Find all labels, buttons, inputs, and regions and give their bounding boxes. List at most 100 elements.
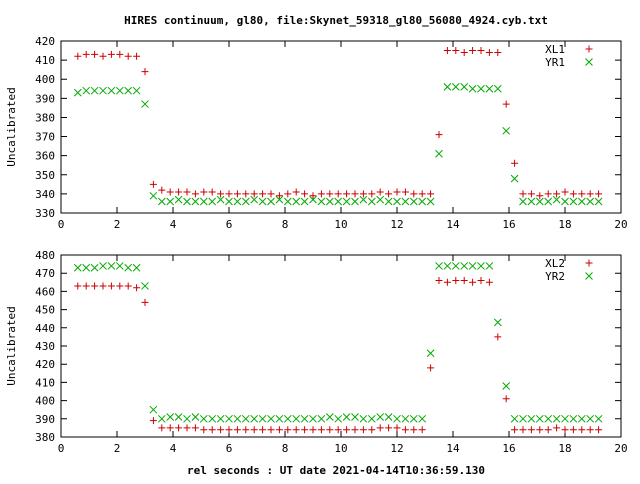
data-point-xl1 — [544, 190, 552, 198]
data-point-yr1 — [561, 197, 569, 206]
chart-title: HIRES continuum, gl80, file:Skynet_59318… — [124, 14, 548, 27]
data-point-xl2 — [561, 426, 569, 434]
y-tick-label: 400 — [35, 73, 55, 86]
data-point-xl1 — [511, 159, 519, 167]
data-point-yr2 — [300, 414, 309, 423]
data-point-xl2 — [452, 276, 460, 284]
data-point-xl1 — [477, 47, 485, 55]
x-tick-label: 6 — [226, 218, 233, 231]
data-point-xl2 — [317, 426, 325, 434]
data-point-yr1 — [393, 197, 401, 206]
data-point-xl1 — [99, 52, 107, 60]
data-point-xl2 — [511, 426, 519, 434]
data-point-yr2 — [275, 414, 284, 423]
data-point-yr1 — [519, 197, 527, 206]
data-point-xl1 — [267, 190, 275, 198]
data-point-yr2 — [502, 382, 511, 390]
data-point-yr2 — [208, 414, 217, 423]
data-point-xl2 — [124, 282, 132, 290]
data-point-xl2 — [166, 424, 174, 432]
data-point-xl2 — [418, 426, 426, 434]
data-point-xl2 — [74, 282, 82, 290]
data-point-xl1 — [561, 188, 569, 196]
data-point-xl2 — [334, 426, 342, 434]
data-point-xl2 — [368, 426, 376, 434]
plot-frame — [60, 254, 622, 438]
data-point-xl2 — [536, 426, 544, 434]
data-point-yr2 — [527, 414, 536, 423]
data-point-xl1 — [469, 47, 477, 55]
data-point-yr1 — [233, 197, 242, 206]
x-tick-label: 16 — [502, 442, 515, 455]
data-point-yr1 — [384, 197, 393, 206]
data-point-yr2 — [99, 262, 107, 270]
data-point-xl1 — [343, 190, 351, 198]
x-tick-label: 6 — [226, 442, 233, 455]
data-point-yr1 — [544, 197, 553, 206]
data-point-yr2 — [460, 262, 469, 270]
data-point-xl1 — [376, 188, 384, 196]
data-point-yr2 — [283, 414, 292, 423]
x-tick-label: 2 — [114, 442, 121, 455]
y-tick-label: 440 — [35, 322, 55, 335]
data-point-yr1 — [443, 83, 452, 91]
data-point-xl1 — [149, 180, 157, 188]
data-point-xl1 — [359, 190, 367, 198]
data-point-xl2 — [443, 278, 451, 286]
data-point-yr2 — [292, 414, 301, 423]
data-point-yr1 — [351, 197, 359, 206]
y-tick-label: 400 — [35, 395, 55, 408]
data-point-yr2 — [594, 414, 603, 423]
data-point-xl1 — [275, 192, 283, 200]
data-point-yr1 — [149, 191, 158, 200]
data-point-yr1 — [477, 84, 485, 93]
data-point-yr1 — [90, 86, 99, 95]
data-point-yr1 — [283, 197, 292, 206]
data-point-xl1 — [385, 190, 393, 198]
data-point-yr2 — [191, 413, 200, 421]
data-point-yr2 — [561, 414, 569, 423]
data-point-yr1 — [309, 195, 317, 204]
y-tick-label: 360 — [35, 150, 55, 163]
data-point-yr2 — [485, 262, 494, 270]
data-point-yr1 — [502, 126, 511, 135]
data-point-yr1 — [552, 195, 561, 204]
data-point-yr1 — [325, 197, 334, 206]
data-point-xl2 — [191, 424, 199, 432]
y-tick-label: 470 — [35, 267, 55, 280]
y-tick-label: 390 — [35, 92, 55, 105]
data-point-yr1 — [485, 84, 494, 93]
y-tick-label: 330 — [35, 207, 55, 220]
data-point-xl1 — [107, 50, 115, 58]
data-point-xl1 — [595, 190, 603, 198]
x-tick-label: 20 — [614, 218, 627, 231]
y-tick-label: 390 — [35, 413, 55, 426]
data-point-yr2 — [359, 414, 368, 423]
data-point-yr1 — [174, 195, 183, 204]
data-point-yr1 — [183, 197, 191, 206]
data-point-xl1 — [141, 68, 149, 76]
data-point-yr1 — [409, 197, 418, 206]
data-point-xl2 — [595, 426, 603, 434]
data-point-xl1 — [553, 190, 561, 198]
data-point-yr2 — [166, 413, 175, 421]
data-point-yr1 — [267, 197, 275, 206]
panel-2: 380 390 400 410 420 430 440 450 460 470 480 0 2 4 6 8 10… — [5, 249, 628, 455]
data-point-xl1 — [250, 190, 258, 198]
plot-frame — [60, 40, 622, 214]
data-point-xl2 — [401, 426, 409, 434]
data-point-yr2 — [426, 349, 435, 358]
data-point-xl1 — [418, 190, 426, 198]
data-point-xl2 — [175, 424, 183, 432]
data-point-xl1 — [519, 190, 527, 198]
data-point-yr2 — [174, 413, 183, 421]
data-point-yr2 — [334, 414, 343, 423]
data-point-yr2 — [309, 414, 317, 423]
data-point-yr1 — [460, 83, 469, 91]
y-tick-label: 480 — [35, 249, 55, 262]
data-point-yr2 — [569, 414, 578, 423]
data-point-yr1 — [426, 197, 435, 206]
data-point-xl2 — [435, 276, 443, 284]
data-point-xl2 — [200, 426, 208, 434]
data-point-yr1 — [367, 197, 376, 206]
